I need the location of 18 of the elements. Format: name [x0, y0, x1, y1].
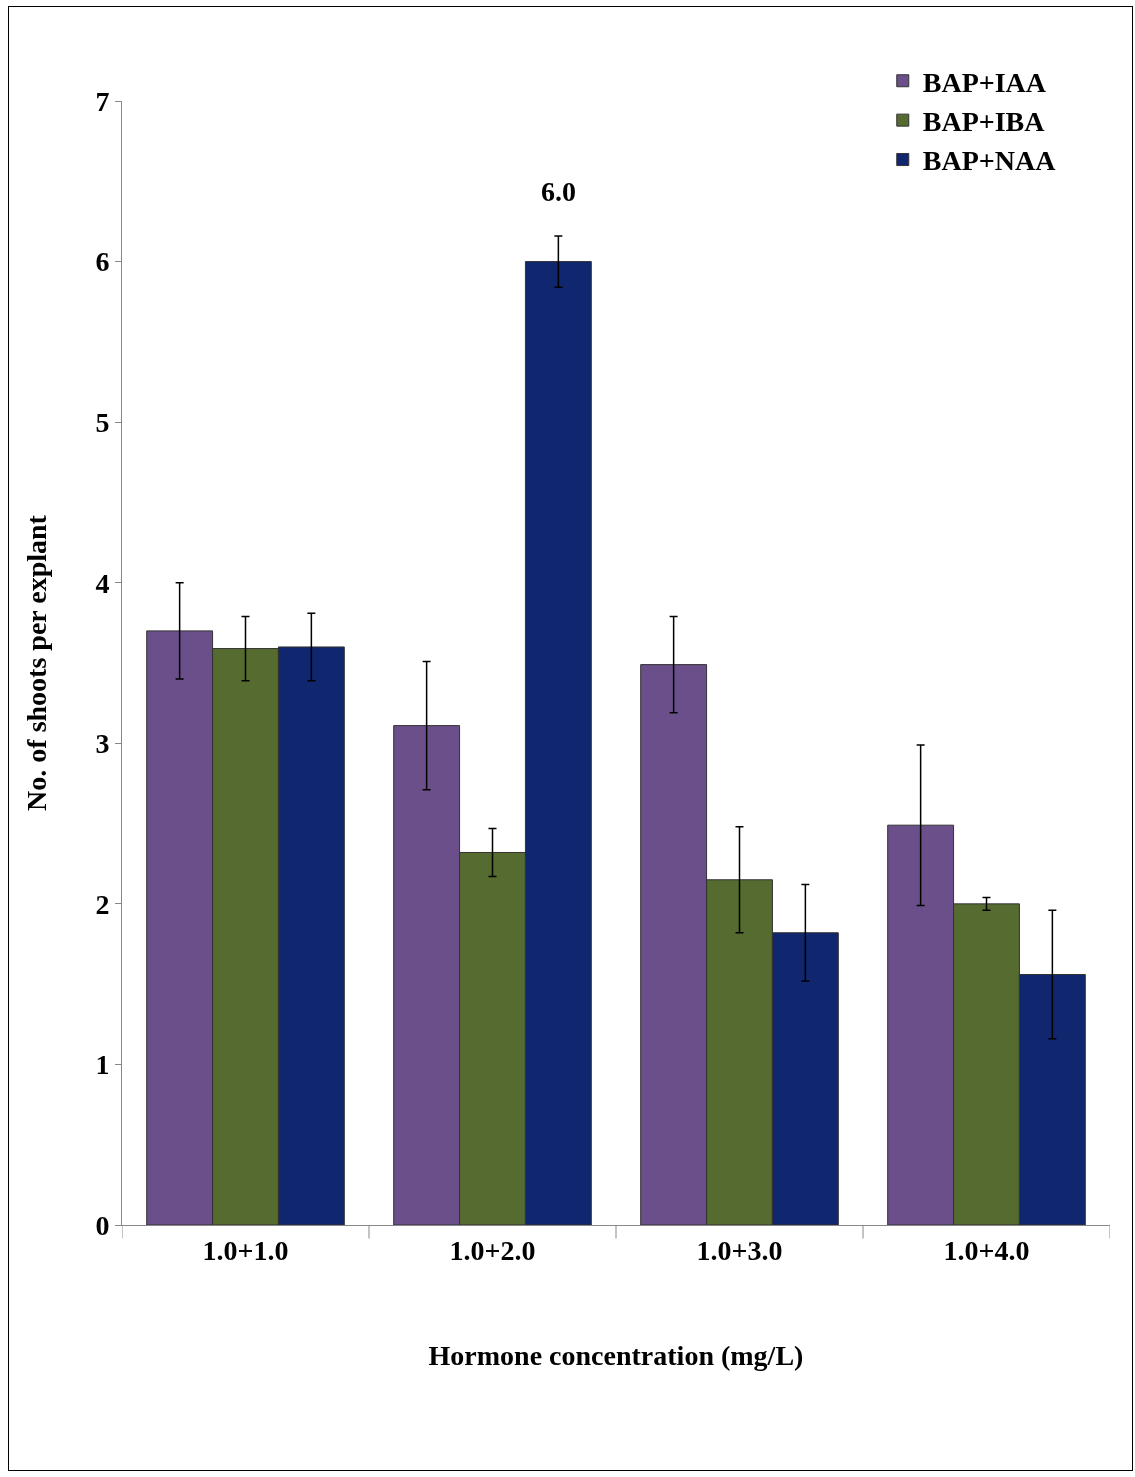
y-tick-label: 3 — [95, 728, 110, 760]
x-tick-label: 1.0+3.0 — [696, 1234, 783, 1266]
legend-label: BAP+IAA — [922, 66, 1047, 98]
legend-label: BAP+NAA — [922, 145, 1057, 177]
x-tick-label: 1.0+4.0 — [943, 1234, 1030, 1266]
data-label: 6.0 — [541, 176, 576, 207]
y-tick-label: 6 — [95, 246, 110, 278]
legend-label: BAP+IBA — [922, 106, 1046, 138]
y-tick-label: 7 — [95, 85, 110, 117]
y-axis-title: No. of shoots per explant — [21, 514, 53, 811]
y-tick-label: 0 — [95, 1209, 110, 1241]
x-tick-label: 1.0+2.0 — [449, 1234, 536, 1266]
y-tick-label: 2 — [95, 888, 110, 920]
y-tick-label: 1 — [95, 1049, 110, 1081]
x-axis-title: Hormone concentration (mg/L) — [428, 1339, 804, 1371]
x-tick-label: 1.0+1.0 — [202, 1234, 289, 1266]
y-tick-label: 5 — [95, 406, 110, 438]
y-tick-label: 4 — [95, 567, 110, 599]
